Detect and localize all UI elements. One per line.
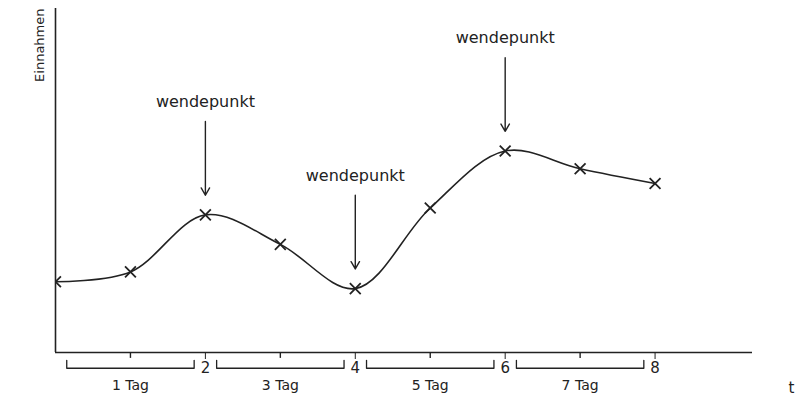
svg-text:4: 4	[351, 359, 361, 377]
svg-text:5 Tag: 5 Tag	[412, 377, 449, 393]
svg-text:3 Tag: 3 Tag	[262, 377, 299, 393]
svg-text:8: 8	[650, 359, 660, 377]
svg-text:t: t	[789, 379, 795, 397]
svg-text:6: 6	[500, 359, 510, 377]
svg-text:wendepunkt: wendepunkt	[456, 28, 555, 47]
svg-text:wendepunkt: wendepunkt	[156, 92, 255, 111]
svg-text:1 Tag: 1 Tag	[112, 377, 149, 393]
svg-text:wendepunkt: wendepunkt	[306, 166, 405, 185]
svg-text:7 Tag: 7 Tag	[562, 377, 599, 393]
svg-text:Einnahmen: Einnahmen	[32, 9, 47, 82]
svg-text:2: 2	[201, 359, 211, 377]
